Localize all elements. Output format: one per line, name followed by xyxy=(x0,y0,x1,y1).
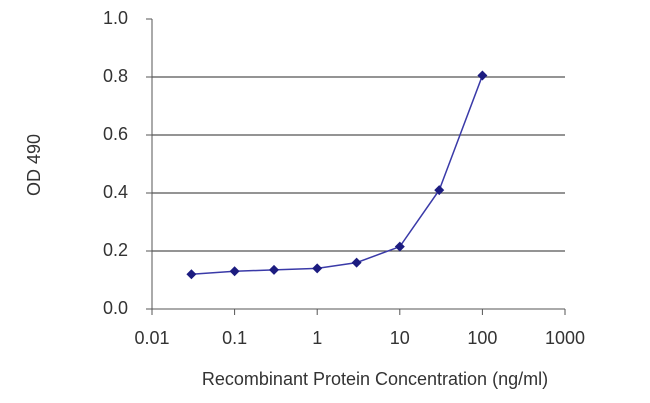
data-point xyxy=(312,263,323,274)
data-point xyxy=(186,269,197,280)
data-point xyxy=(229,266,240,277)
x-tick-label: 0.1 xyxy=(222,328,247,348)
y-tick-label: 0.6 xyxy=(103,124,128,144)
data-point xyxy=(477,70,488,81)
data-point xyxy=(269,264,280,275)
data-point xyxy=(394,241,405,252)
y-tick-label: 1.0 xyxy=(103,8,128,28)
data-line xyxy=(191,75,484,275)
x-tick-label: 10 xyxy=(390,328,410,348)
data-point xyxy=(434,185,445,196)
x-tick-label: 100 xyxy=(467,328,497,348)
data-point xyxy=(351,257,362,268)
x-tick-label: 1000 xyxy=(545,328,585,348)
y-tick-label: 0.2 xyxy=(103,240,128,260)
x-tick-label: 0.01 xyxy=(134,328,169,348)
y-tick-label: 0.8 xyxy=(103,66,128,86)
x-axis-label: Recombinant Protein Concentration (ng/ml… xyxy=(202,369,548,389)
y-tick-label: 0.4 xyxy=(103,182,128,202)
y-axis-label: OD 490 xyxy=(24,134,44,196)
y-tick-label: 0.0 xyxy=(103,298,128,318)
x-tick-label: 1 xyxy=(312,328,322,348)
